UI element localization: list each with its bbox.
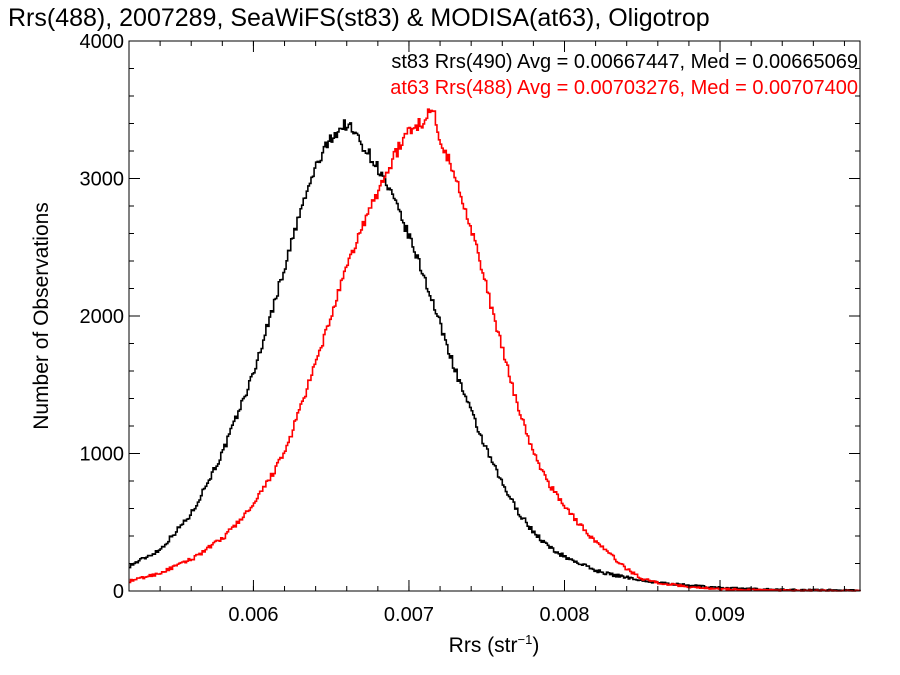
y-tick-label: 1000 (80, 444, 125, 466)
y-tick-label: 2000 (80, 306, 125, 328)
x-axis-label: Rrs (str−1) (449, 632, 540, 657)
y-axis-label: Number of Observations (30, 202, 53, 430)
y-tick-label: 4000 (80, 31, 125, 53)
series-line-2 (129, 108, 861, 592)
x-tick-label: 0.008 (539, 604, 589, 626)
legend-entry-2: at63 Rrs(488) Avg = 0.00703276, Med = 0.… (390, 77, 858, 99)
y-tick-label: 3000 (80, 169, 125, 191)
series-line-1 (129, 119, 861, 592)
y-tick-label: 0 (113, 581, 124, 603)
x-tick-label: 0.006 (228, 604, 278, 626)
legend: st83 Rrs(490) Avg = 0.00667447, Med = 0.… (390, 51, 858, 99)
x-axis-label-superscript: −1 (518, 632, 533, 647)
chart-title: Rrs(488), 2007289, SeaWiFS(st83) & MODIS… (8, 4, 710, 32)
legend-entry-1: st83 Rrs(490) Avg = 0.00667447, Med = 0.… (391, 51, 858, 73)
series-layer (129, 108, 861, 592)
y-axis-ticks: 0 1000 2000 3000 4000 (80, 31, 860, 603)
x-tick-label: 0.009 (695, 604, 745, 626)
x-tick-label: 0.007 (384, 604, 434, 626)
x-axis-ticks: 0.006 0.007 0.008 0.009 (128, 41, 845, 626)
